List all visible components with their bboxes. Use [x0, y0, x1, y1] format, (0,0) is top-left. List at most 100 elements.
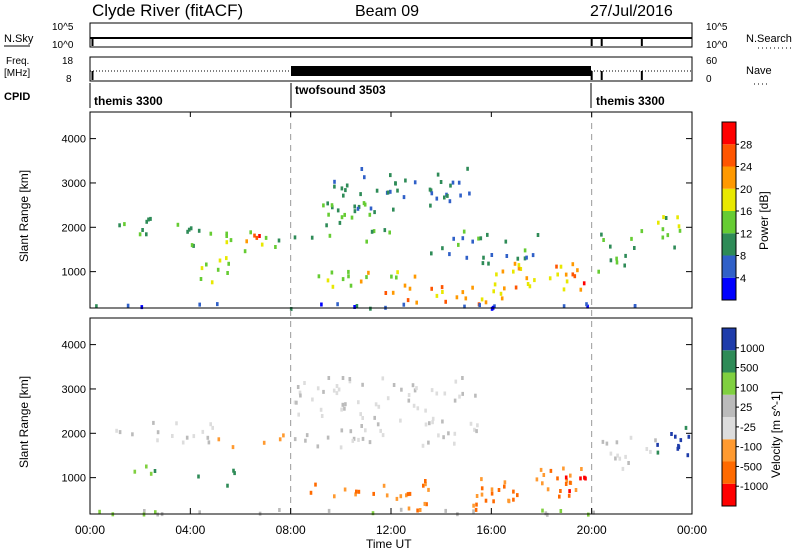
- cell-3-0: [133, 469, 137, 474]
- cell-7-3: [558, 494, 561, 499]
- cell-5-4: [388, 230, 391, 235]
- cell-5-8: [309, 490, 313, 495]
- colorbar-swatch-7: [722, 122, 736, 145]
- cell-4-24: [297, 412, 300, 417]
- beam-title: Beam 09: [355, 3, 419, 20]
- cell-7-32: [503, 480, 507, 485]
- cell-6-54: [386, 190, 390, 195]
- cell-7-4: [331, 284, 335, 289]
- cell-11-18: [444, 508, 447, 513]
- cell-5-6: [343, 212, 346, 217]
- nsearch-label: N.Search: [746, 33, 792, 45]
- cell-11-16: [587, 512, 590, 517]
- cell-14-28: [320, 302, 323, 307]
- cell-4-32: [316, 386, 320, 391]
- cell-11-22: [531, 253, 535, 258]
- colorbar-swatch-4: [722, 394, 736, 417]
- cell-0-7: [149, 216, 152, 221]
- cell-12-0: [633, 246, 636, 250]
- cell-5-23: [406, 492, 410, 497]
- cell-5-26: [310, 235, 314, 240]
- cell-4-59: [335, 391, 339, 396]
- x-axis-label: Time UT: [366, 537, 412, 551]
- cell-4-56: [361, 416, 364, 420]
- ytick-label-1: 3000: [62, 178, 86, 190]
- cell-9-18: [559, 264, 563, 269]
- cell-0-1: [138, 232, 142, 237]
- colorbar-swatch-6: [722, 350, 736, 373]
- cell-7-11: [503, 484, 506, 489]
- cell-4-78: [476, 423, 479, 428]
- cell-4-70: [327, 376, 331, 380]
- cell-4-0: [225, 256, 228, 261]
- cell-4-22: [293, 400, 297, 405]
- cell-14-20: [289, 307, 293, 311]
- cell-9-26: [493, 282, 497, 287]
- cell-0-0: [211, 425, 214, 430]
- colorbar-swatch-0: [722, 277, 736, 300]
- velocity-ylabel: Slant Range [km]: [17, 376, 31, 468]
- freq-tick-bottom: 8: [66, 74, 72, 85]
- cell-7-15: [562, 466, 565, 471]
- cell-6-62: [360, 167, 364, 171]
- cell-6-11: [402, 195, 406, 200]
- cell-6-16: [512, 497, 515, 502]
- cell-6-25: [507, 498, 510, 503]
- cell-9-3: [579, 287, 583, 292]
- cell-8-7: [500, 296, 504, 301]
- cell-1-1: [187, 227, 191, 232]
- velocity-scatter-cells: [98, 376, 691, 517]
- cell-9-23: [645, 447, 649, 451]
- cell-5-21: [350, 215, 354, 220]
- cell-10-4: [656, 442, 659, 447]
- cell-13-10: [673, 245, 676, 250]
- velocity-background: [90, 318, 692, 514]
- colorbar-ticklabel-0: 1000: [740, 343, 764, 355]
- cell-11-21: [541, 508, 544, 513]
- colorbar-swatch-5: [722, 166, 736, 189]
- xtick-label-3: 12:00: [376, 523, 406, 537]
- cell-2-0: [226, 483, 229, 488]
- cell-5-30: [373, 210, 376, 215]
- cell-10-11: [674, 434, 677, 439]
- cell-4-123: [340, 407, 343, 412]
- colorbar-swatch-3: [722, 417, 736, 440]
- cell-5-25: [363, 202, 367, 207]
- cell-6-55: [466, 166, 469, 171]
- cell-4-30: [357, 437, 360, 442]
- cell-6-22: [336, 208, 340, 213]
- cell-4-12: [461, 391, 464, 396]
- cell-4-63: [293, 437, 297, 442]
- colorbar-ticklabel-6: 4: [740, 273, 746, 285]
- nsky-tick-top-left: 10^5: [52, 22, 74, 33]
- cell-6-26: [372, 491, 375, 496]
- cell-6-19: [389, 189, 392, 194]
- cell-7-2: [367, 270, 370, 275]
- cell-7-29: [497, 488, 501, 492]
- cell-4-118: [361, 436, 365, 441]
- cell-8-19: [464, 296, 468, 301]
- cell-2-7: [197, 474, 200, 479]
- cell-4-81: [461, 376, 464, 380]
- cell-6-15: [407, 506, 411, 511]
- cell-4-7: [216, 267, 220, 272]
- colorbar-frame: [721, 327, 737, 507]
- cell-4-121: [299, 393, 302, 398]
- cell-9-19: [571, 262, 575, 267]
- cell-9-5: [627, 461, 630, 465]
- cell-5-1: [383, 228, 387, 233]
- cell-1-2: [189, 226, 193, 231]
- cell-8-25: [435, 293, 439, 298]
- cell-6-14: [436, 172, 440, 177]
- cell-0-1: [118, 430, 122, 435]
- cell-4-39: [341, 376, 345, 380]
- cell-8-14: [440, 285, 444, 290]
- cell-8-2: [584, 476, 587, 481]
- nsky-tick-top-right: 10^5: [706, 22, 728, 33]
- cell-7-14: [347, 269, 350, 274]
- cell-10-5: [555, 264, 558, 269]
- colorbar-swatch-2: [722, 233, 736, 256]
- cell-0-11: [192, 434, 196, 439]
- cell-5-38: [340, 215, 344, 220]
- cell-4-93: [379, 428, 382, 433]
